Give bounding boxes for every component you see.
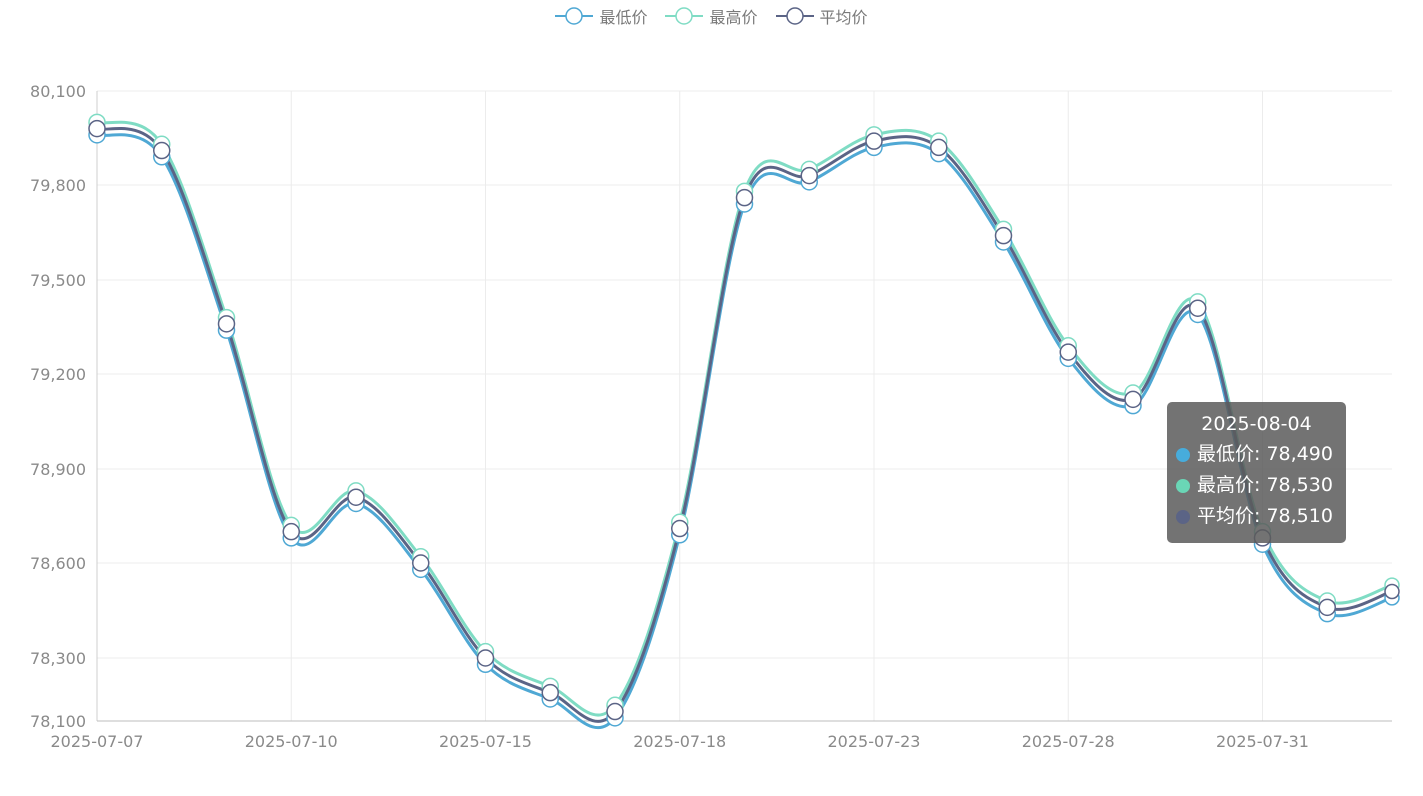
tooltip: 2025-08-04 最低价: 78,490 最高价: 78,530 平均价: … bbox=[1167, 402, 1346, 543]
data-point-avg bbox=[800, 166, 818, 185]
y-tick-label: 78,100 bbox=[30, 712, 86, 731]
y-tick-label: 78,300 bbox=[30, 649, 86, 668]
data-point-avg bbox=[994, 226, 1013, 245]
legend-label-avg: 平均价 bbox=[819, 8, 868, 27]
data-point-avg bbox=[1189, 299, 1207, 317]
x-tick-label: 2025-07-28 bbox=[1022, 732, 1115, 751]
data-point-avg bbox=[347, 488, 365, 506]
legend-item-avg[interactable]: 平均价 bbox=[775, 4, 868, 28]
data-point-avg bbox=[153, 141, 171, 160]
tooltip-title: 2025-08-04 bbox=[1201, 413, 1312, 435]
tooltip-dot-high bbox=[1176, 478, 1190, 493]
x-tick-label: 2025-07-23 bbox=[828, 732, 921, 751]
x-tick-label: 2025-07-10 bbox=[245, 732, 338, 751]
data-point-avg bbox=[1059, 343, 1077, 361]
data-point-avg bbox=[1124, 390, 1142, 409]
tooltip-row-avg: 平均价: 78,510 bbox=[1176, 501, 1346, 532]
data-point-avg bbox=[88, 119, 106, 138]
data-point-avg bbox=[606, 702, 624, 721]
x-tick-label: 2025-07-07 bbox=[51, 732, 144, 751]
data-point-avg bbox=[541, 683, 559, 702]
legend-swatch-high bbox=[665, 7, 704, 25]
y-tick-label: 79,800 bbox=[30, 176, 86, 195]
y-tick-label: 78,600 bbox=[30, 554, 86, 573]
legend-item-low[interactable]: 最低价 bbox=[555, 4, 647, 28]
tooltip-row-high: 最高价: 78,530 bbox=[1176, 470, 1346, 501]
tooltip-row-low: 最低价: 78,490 bbox=[1176, 439, 1346, 470]
legend-label-high: 最高价 bbox=[709, 8, 758, 27]
tooltip-label-high: 最高价: 78,530 bbox=[1197, 474, 1333, 496]
x-tick-label: 2025-07-15 bbox=[439, 732, 532, 751]
tooltip-dot-avg bbox=[1176, 509, 1190, 524]
data-point-avg bbox=[930, 138, 948, 157]
x-tick-label: 2025-07-31 bbox=[1216, 732, 1309, 751]
data-point-avg bbox=[671, 519, 689, 538]
legend-swatch-avg bbox=[775, 7, 814, 25]
tooltip-label-low: 最低价: 78,490 bbox=[1197, 443, 1333, 465]
data-point-avg bbox=[476, 649, 495, 667]
data-point-avg bbox=[412, 554, 430, 572]
y-tick-label: 79,200 bbox=[30, 365, 86, 384]
data-point-avg bbox=[1384, 583, 1400, 600]
data-point-avg bbox=[282, 522, 300, 541]
data-point-avg bbox=[1318, 598, 1336, 617]
x-tick-label: 2025-07-18 bbox=[633, 732, 726, 751]
data-point-avg bbox=[217, 315, 236, 333]
data-point-avg bbox=[735, 188, 754, 207]
y-tick-label: 80,100 bbox=[30, 82, 86, 101]
tooltip-dot-low bbox=[1176, 447, 1190, 462]
y-tick-label: 78,900 bbox=[30, 460, 86, 479]
legend-item-high[interactable]: 最高价 bbox=[665, 4, 758, 28]
chart-legend: 最低价 最高价 平均价 bbox=[0, 4, 1423, 28]
y-tick-label: 79,500 bbox=[30, 271, 86, 290]
legend-label-low: 最低价 bbox=[599, 8, 648, 27]
data-point-avg bbox=[865, 132, 883, 150]
tooltip-label-avg: 平均价: 78,510 bbox=[1197, 505, 1333, 527]
legend-swatch-low bbox=[555, 7, 594, 25]
